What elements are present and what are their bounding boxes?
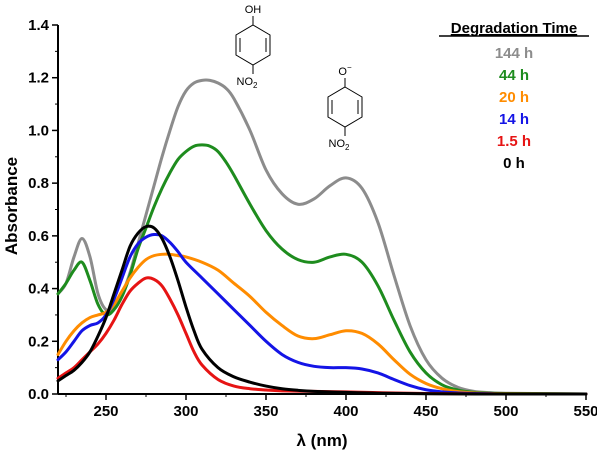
series-line-20-h	[56, 252, 588, 396]
y-tick-label: 1.2	[28, 70, 49, 87]
y-tick-label: 1.4	[28, 17, 50, 34]
structure-2-bottom-group: NO2	[329, 138, 351, 152]
legend-entry-20-h: 20 h	[499, 89, 529, 106]
legend-entry-1-5-h: 1.5 h	[497, 133, 531, 150]
y-tick-label: 0.4	[28, 281, 50, 298]
ticks-layer: 250 300 350 400 450 500 550 0.0 0.2 0.4 0.6 0.8 1.0 1…	[28, 17, 597, 420]
y-tick-label: 1.0	[28, 122, 49, 139]
x-tick-label: 500	[493, 403, 518, 420]
structure-1-top-group: OH	[245, 4, 262, 16]
structure-2-top-group: O−	[338, 63, 352, 78]
structure-1-bottom-group: NO2	[237, 76, 259, 90]
x-tick-label: 450	[413, 403, 438, 420]
x-tick-label: 550	[573, 403, 597, 420]
x-tick-label: 350	[253, 403, 278, 420]
legend-entry-144-h: 144 h	[495, 45, 533, 62]
legend-title: Degradation Time	[451, 20, 577, 37]
y-tick-label: 0.6	[28, 228, 49, 245]
y-tick-label: 0.8	[28, 175, 49, 192]
series-line-0-h	[56, 224, 588, 396]
series-layer	[56, 78, 588, 396]
legend-entry-0-h: 0 h	[503, 155, 525, 172]
y-axis-title: Absorbance	[2, 157, 21, 255]
structure-4-nitrophenol: OH NO2	[235, 4, 271, 90]
x-tick-label: 400	[333, 403, 358, 420]
series-line-44-h	[56, 143, 588, 396]
y-tick-label: 0.2	[28, 333, 49, 350]
legend-entry-14-h: 14 h	[499, 111, 529, 128]
legend: Degradation Time 144 h 44 h 20 h 14 h 1.5 h 0…	[439, 20, 589, 172]
y-tick-label: 0.0	[28, 386, 49, 403]
x-tick-label: 300	[173, 403, 198, 420]
x-axis-title: λ (nm)	[297, 431, 348, 450]
benzene-ring-1	[235, 24, 271, 66]
structure-4-nitrophenolate: O− NO2	[327, 63, 363, 152]
benzene-ring-2	[327, 86, 363, 128]
x-tick-label: 250	[93, 403, 118, 420]
legend-entry-44-h: 44 h	[499, 67, 529, 84]
